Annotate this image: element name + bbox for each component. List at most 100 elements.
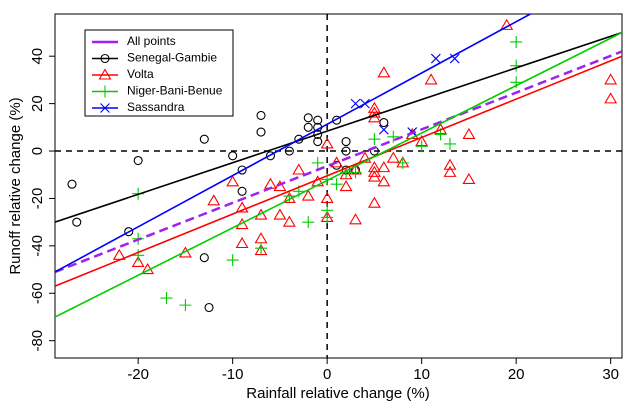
y-tick-label: -80 [29, 330, 46, 352]
point [282, 215, 296, 227]
point [415, 140, 428, 153]
point [313, 136, 323, 147]
point [256, 110, 266, 121]
point [368, 133, 381, 146]
point [264, 177, 277, 189]
point [67, 179, 77, 189]
plot-area [55, 14, 622, 358]
legend-marker [98, 68, 112, 80]
point [320, 191, 334, 203]
point [303, 113, 313, 123]
point [367, 106, 381, 118]
legend-label: Senegal-Gambie [127, 51, 217, 65]
legend-label: Volta [127, 67, 154, 81]
point [207, 194, 221, 206]
legend-marker [100, 103, 110, 113]
point [199, 134, 209, 144]
legend-label: Sassandra [127, 100, 185, 114]
point [237, 165, 247, 175]
point [349, 166, 362, 179]
point [301, 189, 315, 201]
y-tick-label: 0 [29, 147, 46, 155]
point [377, 66, 391, 78]
fit-line [55, 50, 622, 274]
point [226, 254, 239, 267]
point [510, 35, 523, 48]
point [367, 111, 381, 123]
point [341, 146, 351, 156]
point [303, 122, 313, 132]
point [604, 92, 618, 104]
point [386, 151, 400, 163]
point [204, 302, 214, 313]
point [444, 137, 457, 150]
point [226, 175, 240, 187]
point [72, 217, 82, 227]
point [379, 118, 389, 128]
point [339, 168, 353, 180]
point [313, 115, 323, 125]
point [424, 73, 438, 85]
legend-marker [100, 53, 110, 64]
x-tick-label: 0 [323, 366, 331, 383]
point [160, 292, 173, 305]
point [443, 158, 457, 170]
point [387, 130, 400, 143]
point [273, 208, 287, 220]
point [292, 163, 306, 175]
point [349, 213, 362, 225]
point [133, 155, 143, 166]
point [330, 156, 344, 168]
point [235, 236, 249, 249]
point [321, 211, 334, 224]
point [339, 179, 353, 192]
point [284, 146, 294, 156]
legend-marker [99, 85, 111, 98]
point [462, 127, 476, 139]
fit-line [55, 31, 622, 223]
point [332, 115, 342, 125]
point [367, 196, 381, 208]
y-tick-label: -60 [29, 282, 46, 304]
point [378, 124, 389, 135]
point [199, 253, 209, 263]
point [510, 59, 523, 72]
x-tick-label: -10 [222, 366, 244, 383]
point [443, 165, 457, 177]
point [377, 175, 391, 187]
point [235, 201, 249, 213]
point [396, 156, 409, 169]
point [237, 186, 247, 196]
point [228, 151, 238, 161]
legend-box [84, 29, 234, 117]
point [256, 127, 266, 137]
fit-line [55, 31, 622, 318]
point [132, 249, 145, 262]
point [462, 172, 476, 185]
y-tick-label: -40 [29, 235, 46, 257]
point [367, 165, 381, 177]
point [449, 53, 460, 64]
x-axis-label: Rainfall relative change (%) [246, 385, 429, 402]
point [131, 255, 145, 268]
point [341, 136, 351, 147]
point [367, 170, 381, 182]
point [265, 151, 276, 161]
y-axis-label: Runoff relative change (%) [7, 97, 24, 274]
x-tick-label: 20 [508, 366, 525, 383]
point [255, 242, 268, 255]
fit-line [55, 14, 531, 273]
y-tick-label: 20 [29, 95, 46, 112]
point [179, 299, 192, 312]
legend-label: Niger-Bani-Benue [127, 84, 223, 98]
point [311, 156, 324, 169]
point [330, 178, 343, 191]
point [302, 216, 315, 229]
legend-label: All points [127, 34, 176, 48]
point [430, 53, 441, 64]
y-tick-label: -20 [29, 188, 46, 210]
x-tick-label: 10 [413, 366, 430, 383]
point [377, 161, 391, 173]
plot-frame [54, 13, 623, 359]
